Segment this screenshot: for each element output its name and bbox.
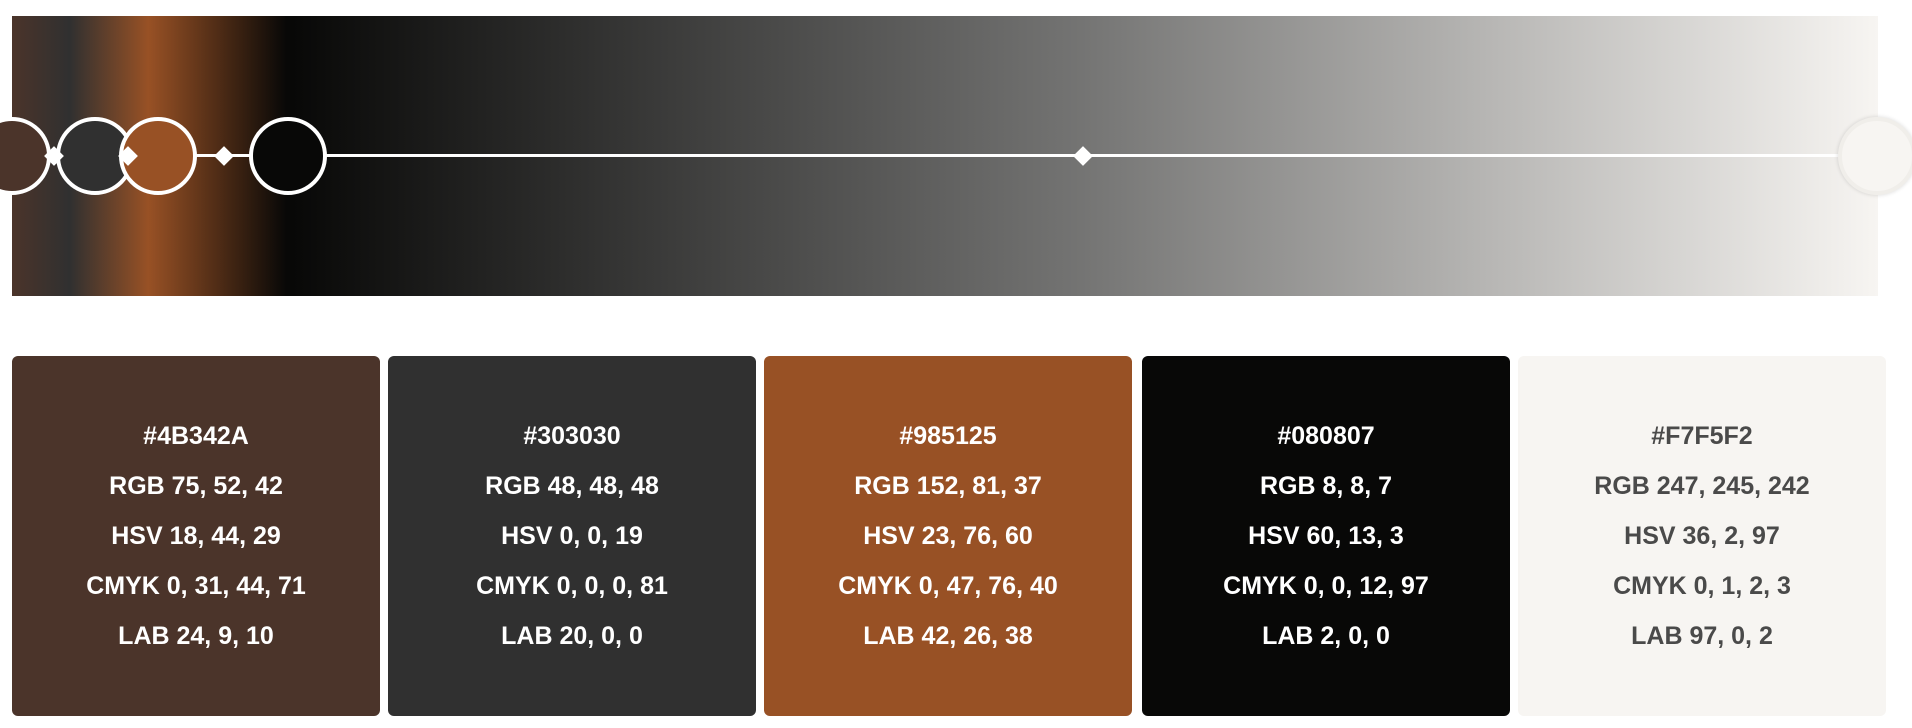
swatch-rgb: RGB 8, 8, 7 — [1260, 472, 1392, 500]
swatch-lab: LAB 2, 0, 0 — [1262, 622, 1390, 650]
swatch-hsv: HSV 36, 2, 97 — [1624, 522, 1780, 550]
swatch-lab: LAB 24, 9, 10 — [118, 622, 274, 650]
swatch-hsv: HSV 60, 13, 3 — [1248, 522, 1404, 550]
swatch-rgb: RGB 48, 48, 48 — [485, 472, 659, 500]
swatch-cmyk: CMYK 0, 47, 76, 40 — [838, 572, 1058, 600]
color-stop-5[interactable] — [1838, 117, 1912, 195]
swatch-card-2[interactable]: #303030 RGB 48, 48, 48 HSV 0, 0, 19 CMYK… — [388, 356, 756, 716]
gradient-track — [12, 154, 1878, 157]
swatch-hex: #4B342A — [143, 422, 249, 450]
swatch-card-1[interactable]: #4B342A RGB 75, 52, 42 HSV 18, 44, 29 CM… — [12, 356, 380, 716]
swatch-rgb: RGB 75, 52, 42 — [109, 472, 283, 500]
swatch-lab: LAB 97, 0, 2 — [1631, 622, 1773, 650]
swatch-hsv: HSV 23, 76, 60 — [863, 522, 1033, 550]
swatch-rgb: RGB 247, 245, 242 — [1594, 472, 1810, 500]
swatch-rgb: RGB 152, 81, 37 — [854, 472, 1042, 500]
swatch-hex: #303030 — [523, 422, 621, 450]
swatch-card-3[interactable]: #985125 RGB 152, 81, 37 HSV 23, 76, 60 C… — [764, 356, 1132, 716]
swatch-row: #4B342A RGB 75, 52, 42 HSV 18, 44, 29 CM… — [12, 356, 1888, 716]
swatch-card-4[interactable]: #080807 RGB 8, 8, 7 HSV 60, 13, 3 CMYK 0… — [1142, 356, 1510, 716]
swatch-hsv: HSV 18, 44, 29 — [111, 522, 281, 550]
swatch-cmyk: CMYK 0, 0, 0, 81 — [476, 572, 668, 600]
swatch-cmyk: CMYK 0, 1, 2, 3 — [1613, 572, 1791, 600]
swatch-cmyk: CMYK 0, 0, 12, 97 — [1223, 572, 1429, 600]
swatch-lab: LAB 20, 0, 0 — [501, 622, 643, 650]
swatch-cmyk: CMYK 0, 31, 44, 71 — [86, 572, 306, 600]
swatch-hex: #080807 — [1277, 422, 1375, 450]
swatch-hsv: HSV 0, 0, 19 — [501, 522, 643, 550]
swatch-card-5[interactable]: #F7F5F2 RGB 247, 245, 242 HSV 36, 2, 97 … — [1518, 356, 1886, 716]
color-stop-4[interactable] — [249, 117, 327, 195]
swatch-hex: #F7F5F2 — [1651, 422, 1753, 450]
swatch-lab: LAB 42, 26, 38 — [863, 622, 1033, 650]
swatch-hex: #985125 — [899, 422, 997, 450]
